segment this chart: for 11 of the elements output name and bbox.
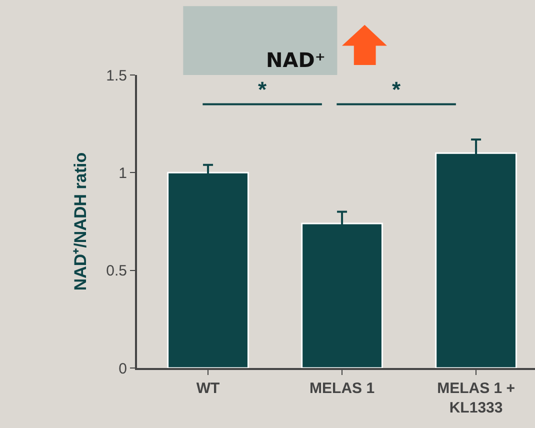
annotation: * bbox=[392, 77, 401, 102]
y-tick-label: 1.5 bbox=[106, 67, 127, 84]
x-tick-label: MELAS 1 bbox=[310, 380, 375, 397]
x-tick-label: MELAS 1 + KL1333 bbox=[437, 380, 516, 416]
y-tick-label: 1 bbox=[118, 164, 127, 182]
y-axis-title: NAD⁺/NADH ratio bbox=[71, 152, 90, 291]
annotation: * bbox=[258, 77, 267, 102]
x-tick-label: WT bbox=[196, 380, 220, 397]
y-tick-label: 0 bbox=[118, 360, 127, 378]
chart-title: NAD⁺ bbox=[266, 48, 326, 72]
y-tick-label: 0.5 bbox=[106, 262, 127, 280]
